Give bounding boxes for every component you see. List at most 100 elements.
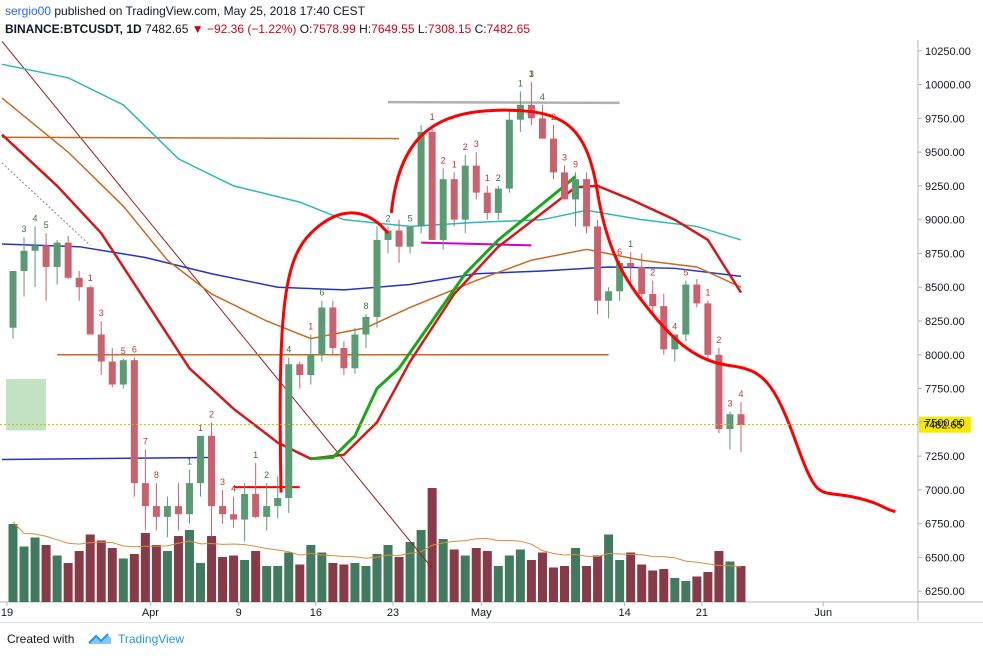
volume-bar [725, 561, 735, 602]
candle-body [428, 131, 436, 240]
candle-body [53, 242, 61, 267]
volume-bar [240, 560, 250, 602]
volume-bar [692, 576, 702, 602]
count-label-red: 1 [529, 69, 534, 79]
count-label-red: 8 [154, 470, 159, 480]
range-line-magenta [421, 241, 532, 247]
count-label-red: 2 [463, 142, 468, 152]
count-label-green: 1 [187, 457, 192, 467]
open-label: O: [299, 22, 313, 36]
time-tick-label: 9 [236, 607, 242, 619]
volume-bar [405, 542, 415, 602]
candle-body [130, 360, 138, 484]
volume-bar [515, 549, 525, 602]
count-label-red: 1 [452, 159, 457, 169]
count-label-red: 1 [198, 423, 203, 433]
volume-bar [648, 570, 658, 602]
volume-bar [350, 563, 360, 602]
candle-body [241, 493, 249, 520]
arc-drawing-main [389, 108, 896, 513]
count-label-red: 3 [220, 477, 225, 487]
volume-bar [626, 552, 636, 602]
volume-bar [162, 551, 172, 602]
candle-body [516, 104, 524, 120]
volume-bar [659, 569, 669, 602]
volume-bar [129, 554, 139, 602]
volume-bars [8, 488, 746, 602]
candle-body [638, 266, 646, 294]
volume-bar [295, 564, 305, 602]
resistance-line-orange [1, 136, 400, 140]
volume-bar [361, 566, 371, 602]
volume-bar [41, 545, 51, 602]
volume-bar [207, 536, 217, 602]
count-label-red: 2 [650, 267, 655, 277]
time-tick-label: Jun [814, 607, 832, 619]
symbol-info-bar: BINANCE:BTCUSDT, 1D 7482.65 ▼ −92.36 (−1… [5, 22, 530, 36]
green-ema-line [310, 175, 577, 461]
volume-bar [339, 564, 349, 602]
volume-bar [449, 549, 459, 602]
count-label-red: 4 [231, 484, 236, 494]
candle-body [384, 230, 392, 240]
down-triangle-icon: ▼ [191, 22, 204, 36]
high-value: 7649.55 [371, 22, 415, 36]
candle-body [318, 307, 326, 355]
created-with-text: Created with [7, 632, 75, 646]
open-value: 7578.99 [312, 22, 356, 36]
count-label-red: 3 [99, 308, 104, 318]
candle-body [704, 303, 712, 355]
tradingview-logo-icon [88, 633, 111, 644]
candle-body [64, 242, 72, 278]
candle-body [208, 435, 216, 507]
candle-body [406, 226, 414, 247]
trendline-dotted [1, 162, 91, 246]
count-label-green: 4 [286, 344, 291, 354]
price-tick-label: 9000.00 [925, 215, 965, 227]
time-tick-label: Apr [142, 607, 159, 619]
volume-bar [703, 572, 713, 602]
count-label-red: 1 [705, 288, 710, 298]
volume-bar [593, 555, 603, 602]
price-change: −92.36 (−1.22%) [206, 22, 297, 36]
candle-body [20, 250, 28, 272]
count-label-red: 1 [485, 173, 490, 183]
candle-body [594, 226, 602, 301]
tradingview-link[interactable]: TradingView [118, 632, 185, 646]
candle-body [274, 497, 282, 507]
last-price-label: 7482.65 [923, 420, 963, 432]
price-tick-label: 9750.00 [925, 113, 965, 125]
candle-body [472, 165, 480, 193]
candles [9, 81, 745, 542]
volume-bar [107, 548, 117, 602]
price-axis: 10250.00 10000.00 9750.00 9500.00 9250.00 900… [918, 46, 971, 598]
volume-ma-line [12, 521, 742, 568]
high-label: H: [359, 22, 372, 36]
volume-bar [548, 567, 558, 602]
volume-bar [63, 563, 73, 602]
volume-bar [560, 566, 569, 602]
count-label-red: 3 [474, 139, 479, 149]
candle-body [538, 118, 546, 139]
volume-bar [262, 566, 272, 602]
candle-body [616, 262, 624, 292]
price-tick-label: 6500.00 [925, 552, 965, 564]
candle-body [461, 165, 469, 220]
candle-body [362, 316, 370, 335]
volume-bar [571, 548, 581, 602]
volume-bar [504, 555, 514, 602]
volume-bar [394, 557, 404, 602]
candle-body [726, 414, 734, 430]
candle-body [329, 307, 337, 349]
footer: Created with TradingView [0, 622, 983, 656]
time-tick-label: 23 [387, 607, 399, 619]
green-box [6, 379, 46, 431]
count-label-green: 3 [529, 69, 534, 79]
candle-body [483, 192, 491, 213]
count-label-red: 9 [573, 159, 578, 169]
author-link[interactable]: sergio00 [5, 4, 52, 18]
candle-body [307, 354, 315, 376]
count-label-red: 4 [672, 322, 677, 332]
candle-body [219, 506, 227, 515]
